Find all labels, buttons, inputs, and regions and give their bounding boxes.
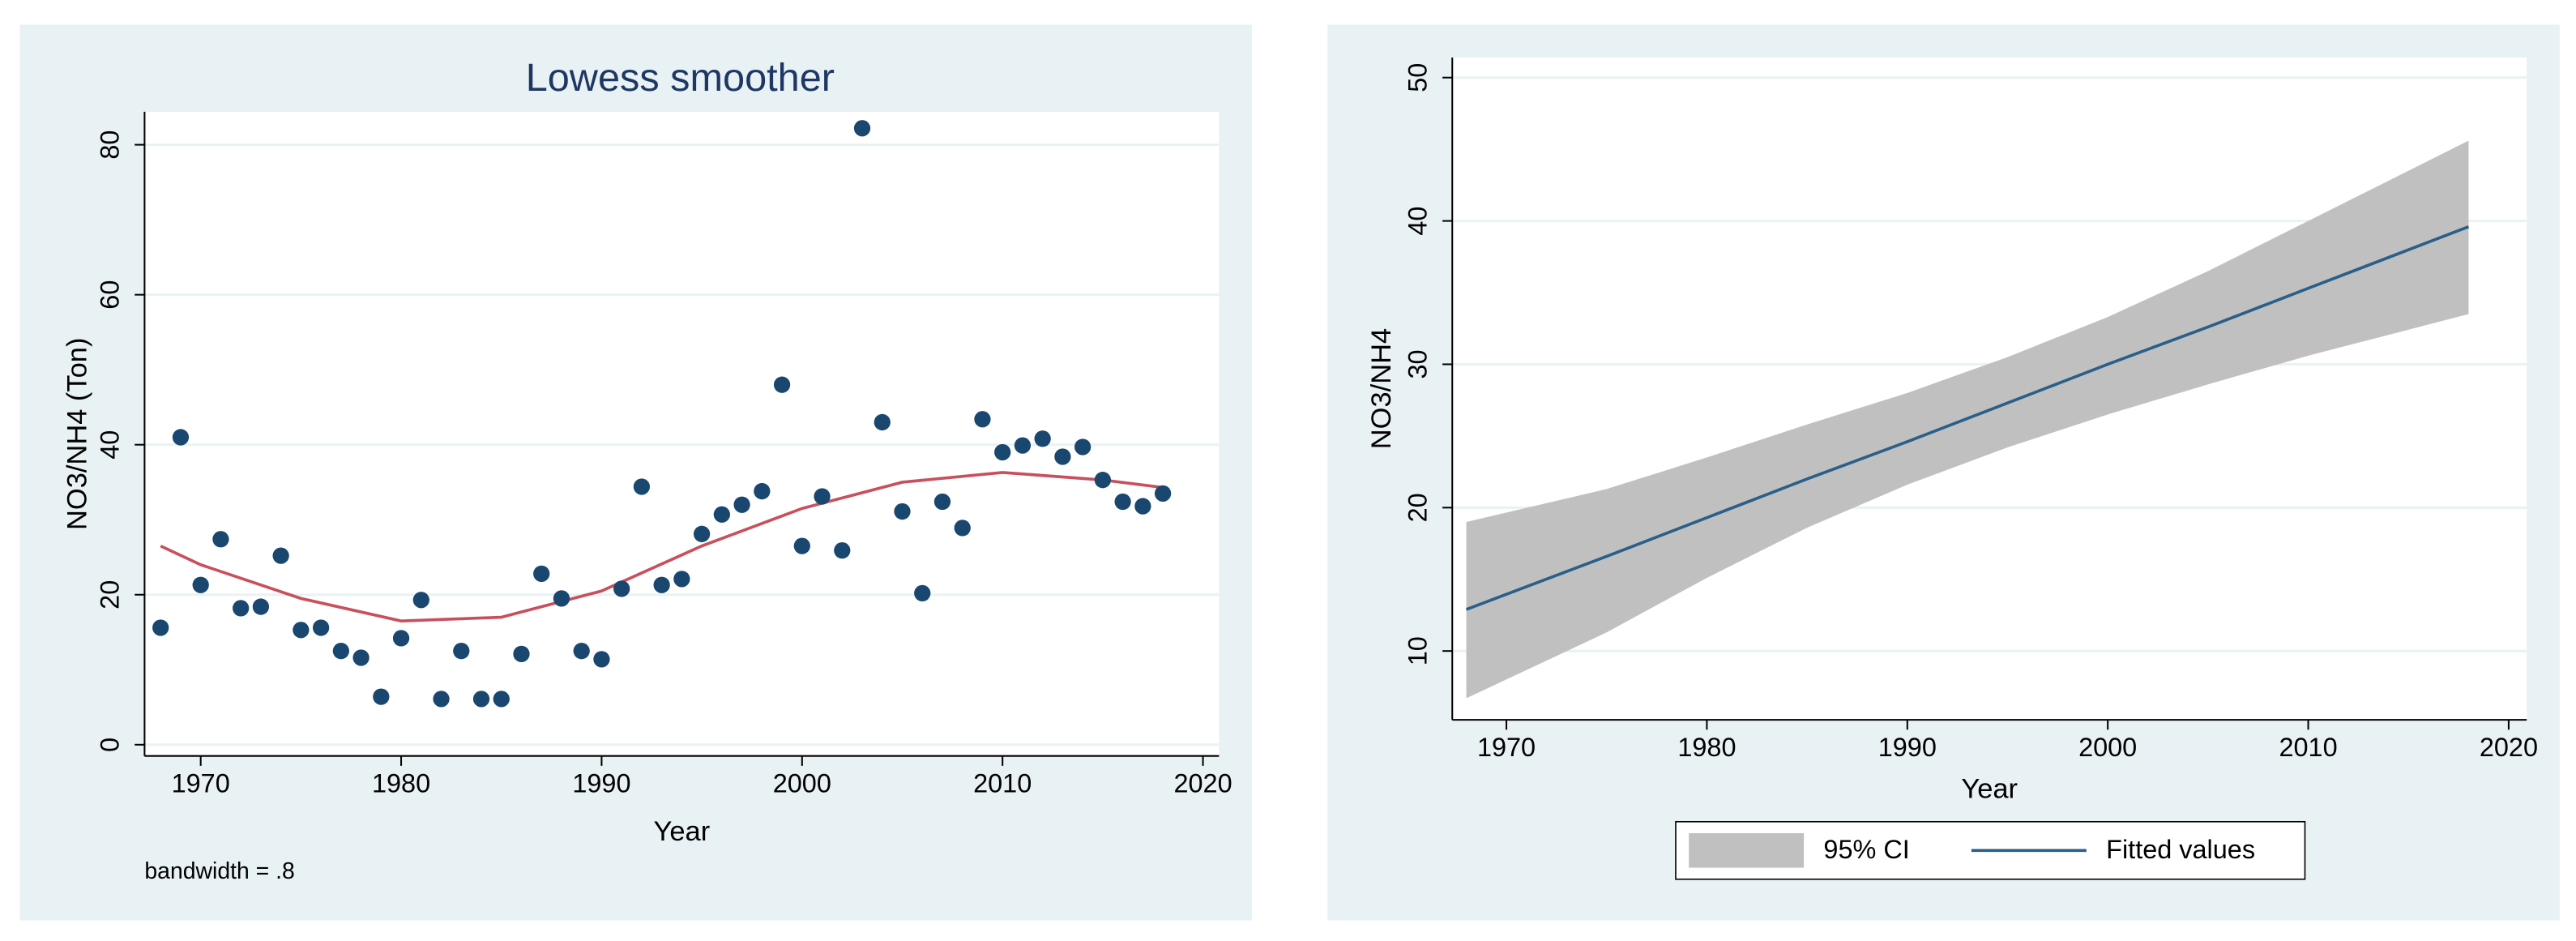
x-tick-label: 1980 [372, 769, 430, 798]
point [613, 580, 630, 597]
x-tick-label: 1990 [1878, 733, 1937, 762]
legend-label: Fitted values [2106, 835, 2255, 864]
point [1154, 485, 1172, 502]
point [914, 584, 931, 602]
point [453, 643, 470, 660]
x-tick-label: 1990 [572, 769, 630, 798]
point [853, 120, 871, 137]
x-axis-label: Year [654, 816, 711, 847]
point [653, 576, 670, 593]
point [593, 651, 610, 668]
point [472, 691, 490, 708]
point [233, 600, 250, 617]
point [152, 619, 169, 636]
x-tick-label: 2010 [2279, 733, 2337, 762]
point [894, 503, 911, 520]
point [673, 571, 690, 588]
x-tick-label: 2010 [973, 769, 1032, 798]
x-tick-label: 1970 [172, 769, 230, 798]
y-tick-label: 40 [1403, 207, 1432, 236]
point [1034, 430, 1051, 447]
y-tick-label: 50 [1403, 63, 1432, 92]
chart-title: Lowess smoother [526, 56, 835, 100]
point [332, 643, 349, 660]
point [713, 506, 730, 523]
legend-swatch [1689, 832, 1805, 868]
point [352, 649, 370, 666]
point [874, 413, 891, 431]
point [693, 525, 711, 542]
y-tick-label: 30 [1403, 349, 1432, 379]
y-tick-label: 80 [95, 130, 124, 160]
point [814, 488, 831, 505]
point [533, 565, 550, 582]
point [754, 482, 771, 500]
x-tick-label: 1980 [1677, 733, 1736, 762]
point [633, 478, 651, 495]
y-axis-label: NO3/NH4 [1366, 328, 1397, 449]
point [373, 688, 390, 705]
x-tick-label: 2020 [2480, 733, 2538, 762]
point [553, 590, 570, 607]
point [412, 592, 429, 609]
point [933, 493, 951, 511]
point [733, 496, 750, 513]
fitted-line [1465, 225, 2470, 611]
x-tick-label: 2020 [1173, 769, 1232, 798]
y-tick-label: 10 [1403, 636, 1432, 665]
point [312, 619, 330, 636]
x-tick-label: 1970 [1477, 733, 1536, 762]
plot-area-left [144, 111, 1220, 756]
point [1014, 437, 1032, 454]
point [293, 622, 310, 639]
point [974, 411, 991, 428]
y-tick-label: 0 [95, 738, 124, 752]
note: bandwidth = .8 [144, 858, 294, 884]
point [1054, 448, 1071, 465]
point [212, 531, 229, 548]
point [392, 630, 410, 647]
legend-label: 95% CI [1823, 835, 1909, 864]
y-tick-label: 60 [95, 280, 124, 310]
point [773, 376, 791, 393]
y-tick-label: 20 [95, 580, 124, 610]
point [573, 643, 590, 660]
point [172, 429, 190, 446]
x-tick-label: 2000 [773, 769, 831, 798]
x-tick-label: 2000 [2078, 733, 2137, 762]
point [513, 645, 530, 662]
point [493, 691, 510, 708]
point [252, 598, 270, 615]
point [1134, 498, 1151, 515]
smoother-line [160, 471, 1164, 622]
point [793, 537, 810, 554]
point [1094, 472, 1112, 489]
x-axis-label: Year [1961, 773, 2018, 804]
point [192, 576, 209, 593]
y-tick-label: 20 [1403, 493, 1432, 522]
point [433, 691, 450, 708]
point [272, 547, 289, 564]
point [994, 443, 1011, 461]
y-tick-label: 40 [95, 430, 124, 460]
point [834, 542, 851, 559]
point [1114, 493, 1131, 511]
point [1074, 438, 1091, 456]
y-axis-label: NO3/NH4 (Ton) [62, 338, 92, 530]
point [954, 520, 971, 537]
